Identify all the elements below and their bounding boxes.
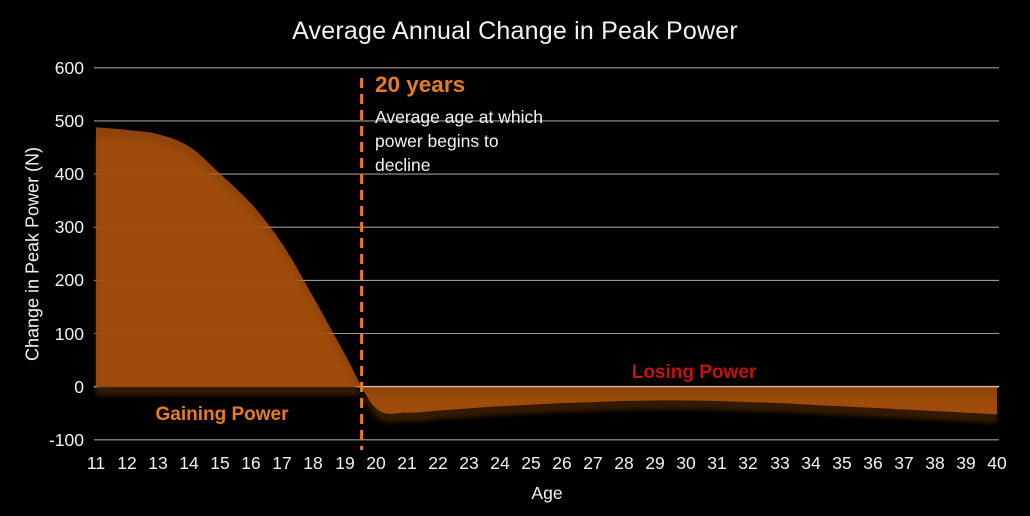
x-tick-label: 15 (210, 453, 230, 473)
x-tick-label: 13 (148, 453, 168, 473)
y-tick-label: 500 (54, 111, 84, 131)
x-tick-label: 28 (614, 453, 634, 473)
x-tick-label: 32 (738, 453, 758, 473)
x-tick-label: 17 (272, 453, 292, 473)
y-tick-label: 600 (54, 58, 84, 78)
x-axis-title: Age (531, 483, 563, 503)
y-tick-label: 100 (54, 324, 84, 344)
x-tick-label: 23 (459, 453, 479, 473)
x-tick-label: 27 (583, 453, 603, 473)
x-tick-label: 31 (707, 453, 727, 473)
area-fill (96, 127, 997, 415)
x-tick-label: 40 (987, 453, 1007, 473)
y-tick-label: -100 (48, 430, 84, 450)
x-tick-label: 21 (397, 453, 417, 473)
y-tick-label: 200 (54, 270, 84, 290)
x-tick-label: 14 (179, 453, 199, 473)
x-tick-label: 36 (863, 453, 883, 473)
annotation-body: Average age at which power begins to dec… (375, 107, 543, 175)
y-tick-label: 300 (54, 217, 84, 237)
marker-annotation: 20 years Average age at which power begi… (375, 72, 543, 177)
y-tick-label: 0 (74, 377, 84, 397)
x-tick-label: 30 (676, 453, 696, 473)
losing-power-label: Losing Power (631, 362, 757, 383)
x-tick-label: 24 (490, 453, 510, 473)
x-tick-label: 29 (645, 453, 665, 473)
x-tick-label: 34 (801, 453, 821, 473)
x-tick-label: 22 (428, 453, 448, 473)
x-tick-label: 33 (770, 453, 790, 473)
x-tick-label: 19 (335, 453, 355, 473)
x-tick-label: 37 (894, 453, 914, 473)
x-tick-label: 12 (117, 453, 137, 473)
x-tick-label: 35 (832, 453, 852, 473)
y-tick-label: 400 (54, 164, 84, 184)
x-tick-label: 38 (925, 453, 945, 473)
x-tick-label: 26 (552, 453, 572, 473)
x-tick-label: 39 (956, 453, 976, 473)
x-tick-label: 11 (86, 453, 106, 473)
x-tick-label: 16 (241, 453, 261, 473)
chart-title: Average Annual Change in Peak Power (292, 17, 738, 45)
x-tick-label: 20 (366, 453, 386, 473)
annotation-heading: 20 years (375, 72, 466, 97)
x-tick-label: 18 (303, 453, 323, 473)
gaining-power-label: Gaining Power (155, 404, 289, 425)
x-tick-label: 25 (521, 453, 541, 473)
